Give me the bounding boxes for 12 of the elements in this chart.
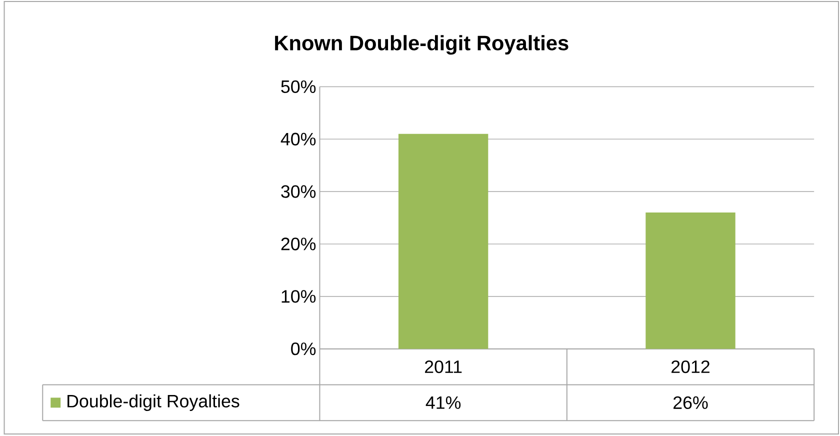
data-label: 41% (426, 396, 461, 410)
x-tick-label: 2012 (672, 360, 710, 374)
y-tick-label: 10% (282, 290, 316, 303)
y-tick-label: 0% (291, 342, 316, 356)
data-label: 26% (674, 396, 708, 410)
chart-title: Known Double-digit Royalties (275, 35, 568, 55)
y-tick-label: 20% (281, 238, 316, 251)
y-tick-label: 30% (281, 185, 316, 198)
y-tick-label: 50% (281, 80, 316, 94)
legend-label: Double-digit Royalties (68, 394, 240, 412)
x-tick-label: 2011 (424, 360, 462, 374)
y-tick-label: 40% (280, 133, 316, 146)
